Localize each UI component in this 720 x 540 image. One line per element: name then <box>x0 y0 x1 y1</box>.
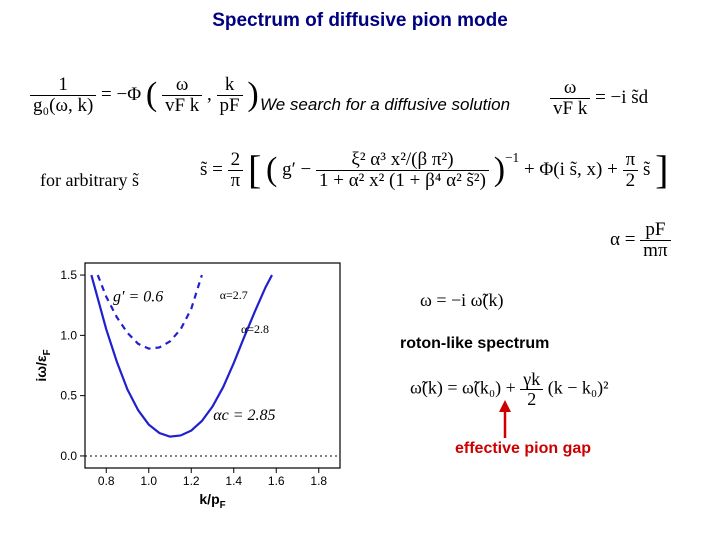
eq2-bot: vF k <box>550 99 590 119</box>
eq2-rhs: = −i s̃d <box>595 87 648 108</box>
svg-text:1.6: 1.6 <box>268 474 285 488</box>
svg-text:k/pF: k/pF <box>199 491 225 510</box>
eq3-bigfrac-top: ξ² α³ x²/(β π²) <box>316 150 489 171</box>
svg-text:1.2: 1.2 <box>183 474 200 488</box>
svg-text:α=2.8: α=2.8 <box>241 322 269 336</box>
eq3-2: 2 <box>228 150 244 171</box>
subtitle: We search for a diffusive solution <box>260 95 510 115</box>
equation-s-tilde: s̃ = 2 π [ ( g′ − ξ² α³ x²/(β π²) 1 + α²… <box>200 150 668 191</box>
svg-text:1.0: 1.0 <box>140 474 157 488</box>
svg-text:1.5: 1.5 <box>60 268 77 282</box>
eq3-plus-phi: + Φ(i s̃, x) + <box>524 159 618 180</box>
effective-pion-gap-label: effective pion gap <box>455 440 591 458</box>
eq1-arg2-bot: pF <box>217 96 243 116</box>
eq3-2-bot: 2 <box>623 171 639 191</box>
svg-text:1.0: 1.0 <box>60 328 77 342</box>
equation-alpha: α = pF mπ <box>610 220 671 261</box>
for-arbitrary-s-label: for arbitrary s̃ <box>40 170 139 191</box>
eq4-lhs: α = <box>610 229 635 250</box>
svg-text:1.8: 1.8 <box>310 474 327 488</box>
eq1-eq-phi: = −Φ <box>101 84 141 105</box>
eq4-bot: mπ <box>640 241 670 261</box>
slide-title: Spectrum of diffusive pion mode <box>0 10 720 32</box>
svg-text:0.8: 0.8 <box>98 474 115 488</box>
eq3-bigfrac-bot: 1 + α² x² (1 + β⁴ α² s̃²) <box>316 171 489 191</box>
svg-text:1.4: 1.4 <box>225 474 242 488</box>
eq5-top: γk <box>520 370 543 390</box>
eq4-top: pF <box>640 220 670 241</box>
red-arrow-icon <box>495 400 515 440</box>
eq5-bot: 2 <box>520 390 543 409</box>
eq1-den: g₀(ω, k) <box>30 96 96 116</box>
eq3-lhs: s̃ = <box>200 159 223 180</box>
eq1-num: 1 <box>30 75 96 96</box>
eq1-arg1-top: ω <box>162 75 202 96</box>
equation-omega-ik: ω = −i ω̃(k) <box>420 290 504 311</box>
eq2-top: ω <box>550 78 590 99</box>
svg-text:0.5: 0.5 <box>60 389 77 403</box>
eq1-arg1-bot: vF k <box>162 96 202 116</box>
roton-like-label: roton-like spectrum <box>400 335 549 353</box>
eq3-tail: s̃ <box>643 159 650 180</box>
svg-text:αc = 2.85: αc = 2.85 <box>213 407 275 424</box>
eq1-arg2-top: k <box>217 75 243 96</box>
svg-text:g′ = 0.6: g′ = 0.6 <box>113 289 163 306</box>
eq5-tail: (k − k₀)² <box>548 378 609 398</box>
eq3-pi: π <box>228 171 244 191</box>
svg-text:α=2.7: α=2.7 <box>220 288 248 302</box>
svg-text:0.0: 0.0 <box>60 449 77 463</box>
equation-g0-inverse: 1 g₀(ω, k) = −Φ ( ω vF k , k pF ) <box>30 75 259 116</box>
eq5-lhs: ω̃(k) = ω̃(k₀) + <box>410 378 516 398</box>
eq3-g: g′ − <box>282 159 311 180</box>
svg-text:iω/εF: iω/εF <box>33 349 53 381</box>
equation-omega-vfk: ω vF k = −i s̃d <box>550 78 648 119</box>
spectrum-chart: 0.8 1.0 1.2 1.4 1.6 1.8 0.0 0.5 1.0 1.5 k/pF iω/εF g… <box>30 255 350 510</box>
eq3-pi-top: π <box>623 150 639 171</box>
